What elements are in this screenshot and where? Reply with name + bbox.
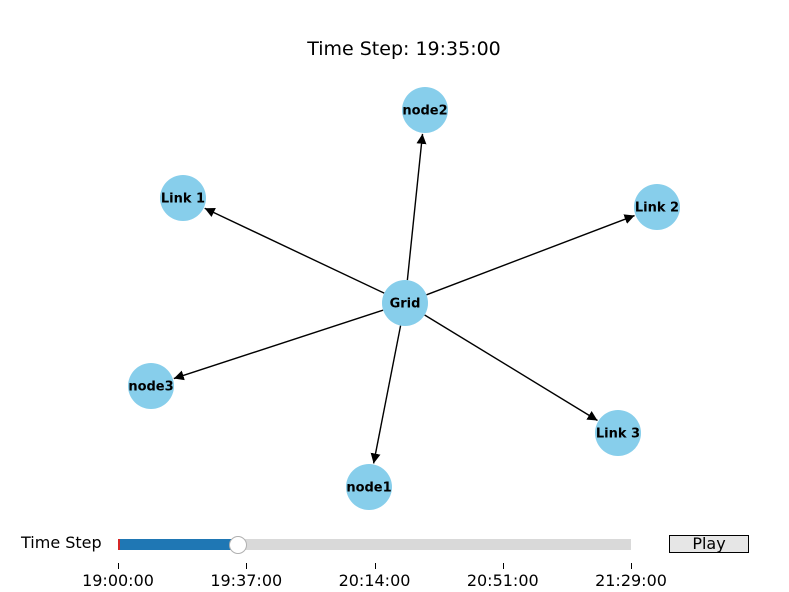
node-label-link-2: Link 2 <box>635 201 679 216</box>
edge-grid-to-node1 <box>370 325 402 464</box>
node-circle-node1 <box>346 464 392 510</box>
node-node3: node3 <box>128 363 174 409</box>
edge-grid-to-link-2 <box>426 214 635 296</box>
node-label-link-3: Link 3 <box>596 427 640 442</box>
time-step-slider[interactable] <box>118 536 631 554</box>
plot-title: Time Step: 19:35:00 <box>307 38 501 60</box>
node-link-1: Link 1 <box>160 175 206 221</box>
node-circle-link-3 <box>595 410 641 456</box>
slider-tick <box>118 563 119 569</box>
slider-tick <box>374 563 376 569</box>
slider-tick <box>502 563 504 569</box>
play-button[interactable]: Play <box>669 535 749 553</box>
node-circle-link-2 <box>634 184 680 230</box>
edge-grid-to-link-1 <box>204 207 385 294</box>
node-grid: Grid <box>382 280 428 326</box>
node-node2: node2 <box>402 87 448 133</box>
slider-tick-label: 21:29:00 <box>595 571 667 590</box>
node-node1: node1 <box>346 464 392 510</box>
slider-tick-label: 19:00:00 <box>82 571 154 590</box>
node-label-grid: Grid <box>390 297 421 312</box>
node-circle-grid <box>382 280 428 326</box>
node-circle-node3 <box>128 363 174 409</box>
network-graph: Grid node2 Link 1 Link 2 node3 Link 3 node1 <box>128 87 680 510</box>
node-link-2: Link 2 <box>634 184 680 230</box>
edge-grid-to-link-3 <box>424 314 598 422</box>
node-label-node2: node2 <box>402 104 447 119</box>
node-link-3: Link 3 <box>595 410 641 456</box>
slider-tick-label: 20:51:00 <box>466 571 539 590</box>
slider-tick-label: 19:37:00 <box>210 571 283 590</box>
node-label-node1: node1 <box>346 481 391 496</box>
slider-tick <box>246 563 248 569</box>
node-circle-node2 <box>402 87 448 133</box>
edge-grid-to-node3 <box>173 309 384 381</box>
node-label-node3: node3 <box>128 380 173 395</box>
node-label-link-1: Link 1 <box>161 192 205 207</box>
slider-label: Time Step <box>21 533 102 552</box>
slider-tick-label: 20:14:00 <box>338 571 411 590</box>
node-circle-link-1 <box>160 175 206 221</box>
edge-grid-to-node2 <box>406 133 427 281</box>
slider-handle[interactable] <box>229 536 248 554</box>
slider-tick <box>631 563 632 569</box>
slider-fill <box>118 539 239 550</box>
